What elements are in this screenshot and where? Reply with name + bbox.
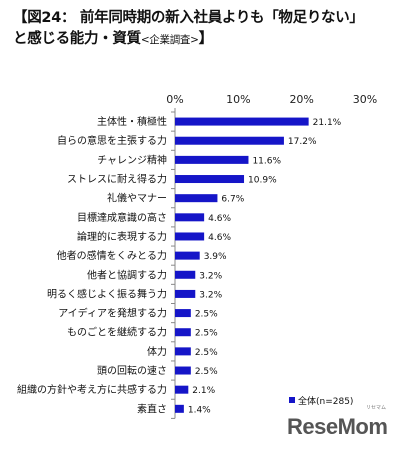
category-label: 素直さ bbox=[137, 402, 167, 415]
x-tick-label: 30% bbox=[353, 93, 377, 106]
category-label: ストレスに耐え得る力 bbox=[67, 173, 167, 186]
bar bbox=[175, 117, 309, 126]
title-line2-sub: <企業調査> bbox=[140, 34, 199, 46]
value-label: 2.5% bbox=[195, 310, 218, 320]
category-label: 主体性・積極性 bbox=[97, 115, 167, 128]
bar bbox=[175, 213, 205, 222]
resemom-logo: ReseMom bbox=[287, 414, 388, 439]
bar bbox=[175, 289, 196, 298]
value-label: 2.1% bbox=[192, 386, 215, 396]
category-label: 目標達成意識の高さ bbox=[77, 211, 167, 224]
x-tick-label: 20% bbox=[289, 93, 313, 106]
category-label: アイディアを発想する力 bbox=[58, 307, 167, 320]
chart-title: 【図24： 前年同時期の新入社員よりも「物足りない」 と感じる能力・資質<企業調… bbox=[13, 8, 393, 51]
value-label: 2.5% bbox=[195, 329, 218, 339]
value-label: 21.1% bbox=[313, 118, 342, 128]
x-tick-label: 0% bbox=[166, 93, 183, 106]
bar bbox=[175, 136, 284, 145]
bar bbox=[175, 366, 191, 375]
bar bbox=[175, 328, 191, 337]
category-label: 他者と協調する力 bbox=[87, 268, 167, 281]
bar bbox=[175, 347, 191, 356]
bar bbox=[175, 251, 200, 260]
bar bbox=[175, 309, 191, 318]
value-label: 2.5% bbox=[195, 348, 218, 358]
bar bbox=[175, 175, 245, 184]
category-label: 論理的に表現する力 bbox=[77, 230, 167, 243]
category-label: 礼儀やマナー bbox=[107, 192, 167, 205]
category-label: 頭の回転の速さ bbox=[97, 365, 167, 377]
legend-marker bbox=[289, 397, 295, 403]
title-line2: と感じる能力・資質<企業調査>】 bbox=[13, 29, 393, 51]
title-line1: 【図24： 前年同時期の新入社員よりも「物足りない」 bbox=[13, 10, 364, 26]
bar bbox=[175, 385, 189, 394]
category-label: 体力 bbox=[147, 345, 167, 358]
x-tick-label: 10% bbox=[226, 93, 250, 106]
title-line2-close: 】 bbox=[198, 31, 214, 47]
title-line2-main: と感じる能力・資質 bbox=[13, 31, 141, 47]
value-label: 3.2% bbox=[199, 290, 222, 300]
category-label: ものごとを継続する力 bbox=[67, 326, 167, 339]
bar bbox=[175, 194, 218, 203]
category-label: 他者の感情をくみとる力 bbox=[57, 249, 167, 262]
bar bbox=[175, 404, 184, 413]
category-label: 明るく感じよく振る舞う力 bbox=[47, 287, 167, 300]
legend-label: 全体(n=285) bbox=[298, 395, 353, 407]
bar bbox=[175, 232, 205, 241]
value-label: 3.2% bbox=[199, 271, 222, 281]
value-label: 11.6% bbox=[252, 156, 281, 166]
category-label: 自らの意思を主張する力 bbox=[57, 134, 167, 147]
value-label: 4.6% bbox=[208, 233, 231, 243]
bar bbox=[175, 270, 196, 279]
bar bbox=[175, 155, 249, 164]
value-label: 6.7% bbox=[221, 195, 244, 205]
value-label: 2.5% bbox=[195, 367, 218, 377]
value-label: 4.6% bbox=[208, 214, 231, 224]
value-label: 1.4% bbox=[188, 405, 211, 415]
value-label: 10.9% bbox=[248, 176, 277, 186]
resemom-logo-kana: リセマム bbox=[366, 405, 387, 411]
category-label: 組織の方針や考え方に共感する力 bbox=[17, 383, 167, 396]
value-label: 17.2% bbox=[288, 137, 317, 147]
category-label: チャレンジ精神 bbox=[97, 153, 167, 166]
value-label: 3.9% bbox=[204, 252, 227, 262]
